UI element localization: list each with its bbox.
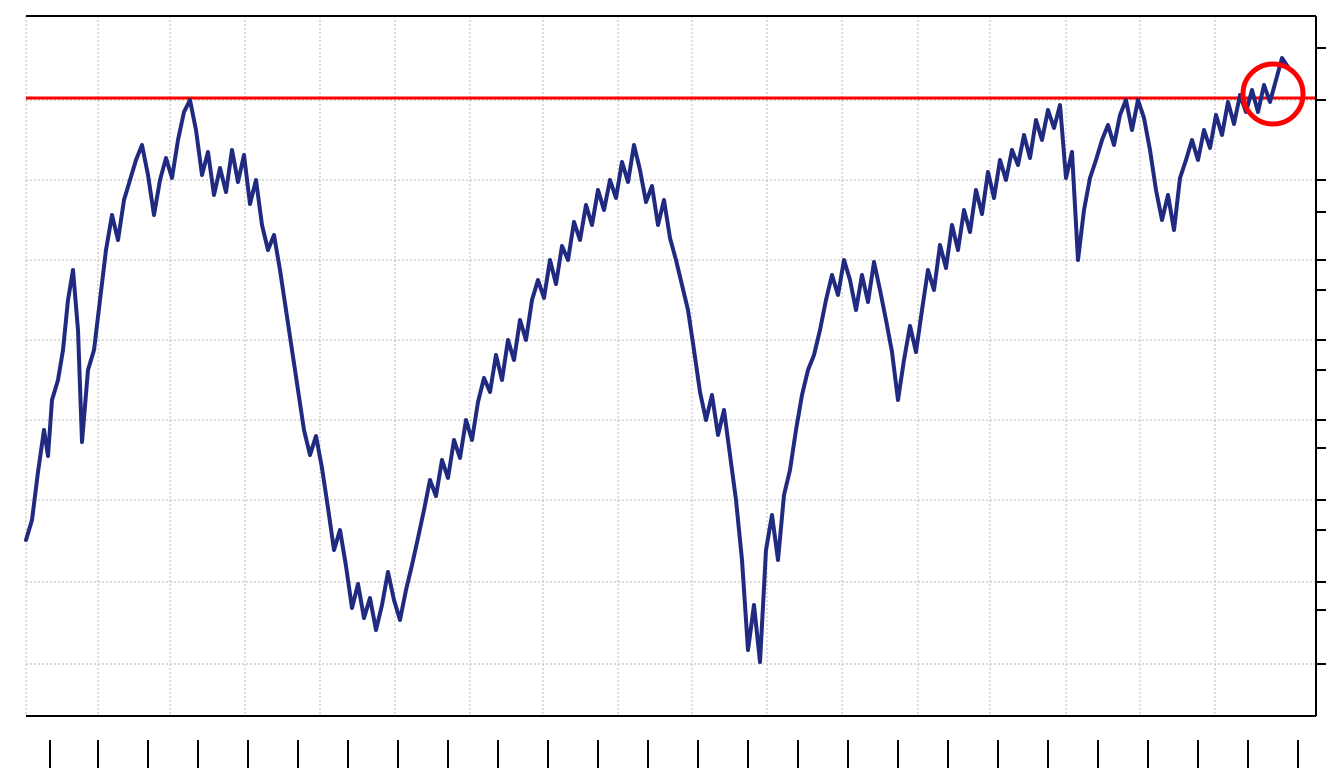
- chart-canvas: [0, 0, 1343, 772]
- line-chart: [0, 0, 1343, 772]
